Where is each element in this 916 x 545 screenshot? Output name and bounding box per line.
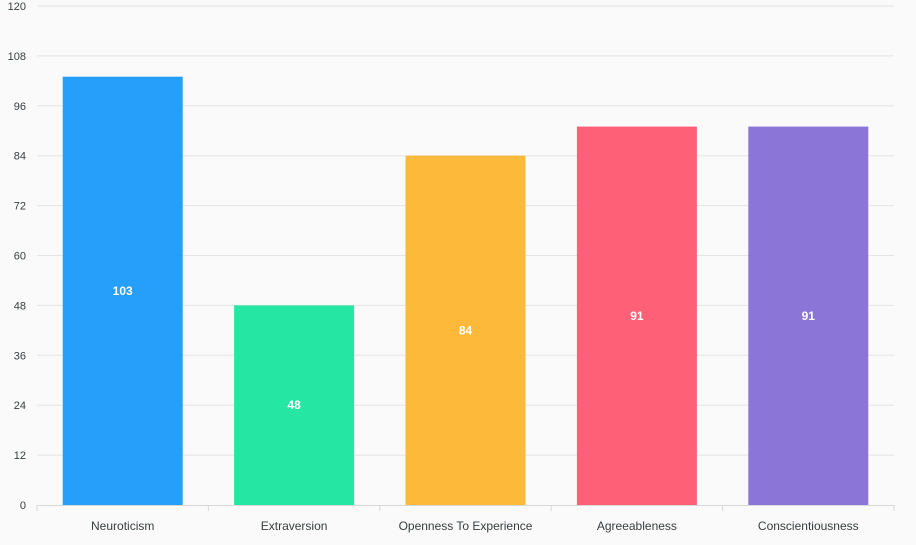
y-axis-ticks: 0 12 24 36 48 60 72 84 96 108 120	[8, 1, 26, 512]
y-tick-label: 60	[14, 251, 26, 263]
bar-data-label: 103	[113, 284, 133, 298]
bar-data-label: 91	[630, 309, 644, 323]
x-category-label: Agreeableness	[597, 519, 677, 533]
bars	[62, 76, 869, 506]
y-tick-label: 36	[14, 350, 26, 362]
y-tick-label: 96	[14, 101, 26, 113]
x-category-label: Conscientiousness	[758, 519, 859, 533]
y-tick-label: 84	[14, 151, 26, 163]
y-tick-label: 120	[8, 1, 26, 13]
y-tick-label: 48	[14, 300, 26, 312]
x-category-label: Extraversion	[261, 519, 328, 533]
bar-agreeableness[interactable]	[576, 126, 697, 505]
x-category-label: Openness To Experience	[399, 519, 533, 533]
y-tick-label: 24	[14, 400, 26, 412]
bar-conscientiousness[interactable]	[748, 126, 869, 505]
bar-data-label: 84	[459, 323, 473, 337]
bar-data-label: 91	[802, 309, 816, 323]
y-tick-label: 108	[8, 51, 26, 63]
bar-openness-to-experience[interactable]	[405, 155, 526, 505]
x-category-label: Neuroticism	[91, 519, 154, 533]
x-axis	[36, 505, 895, 511]
y-tick-label: 0	[20, 500, 26, 512]
bar-data-label: 48	[287, 398, 301, 412]
bar-neuroticism[interactable]	[62, 76, 183, 506]
data-labels: 103 48 84 91 91	[113, 284, 816, 412]
x-axis-labels: Neuroticism Extraversion Openness To Exper…	[91, 519, 859, 533]
bar-extraversion[interactable]	[234, 305, 355, 505]
y-tick-label: 72	[14, 201, 26, 213]
y-tick-label: 12	[14, 450, 26, 462]
